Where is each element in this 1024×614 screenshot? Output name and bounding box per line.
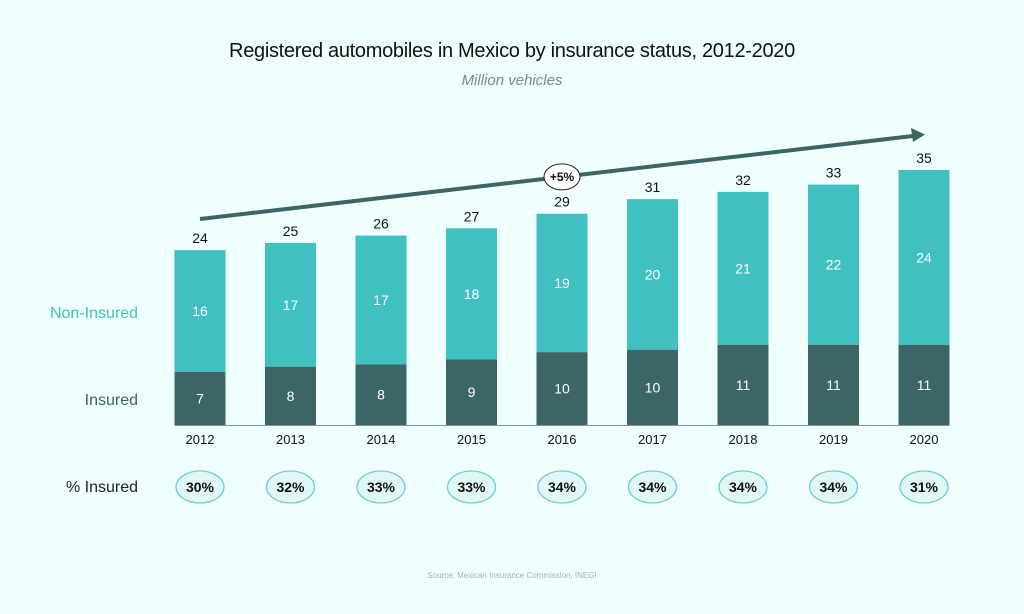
bar-insured-2015 bbox=[446, 359, 497, 425]
pct-label-2014: 33% bbox=[367, 479, 396, 495]
pct-ellipse-2020 bbox=[899, 470, 949, 504]
label-insured-2014: 8 bbox=[377, 387, 385, 403]
label-non-insured-2014: 17 bbox=[373, 292, 389, 308]
x-tick-2019: 2019 bbox=[819, 432, 848, 447]
x-tick-2014: 2014 bbox=[367, 432, 396, 447]
label-insured-2013: 8 bbox=[287, 388, 295, 404]
pct-label-2016: 34% bbox=[548, 479, 577, 495]
x-tick-2017: 2017 bbox=[638, 432, 667, 447]
trend-arrowhead-icon bbox=[911, 128, 925, 142]
pct-ellipse-2014 bbox=[356, 470, 406, 504]
label-non-insured-2018: 21 bbox=[735, 260, 751, 276]
bar-insured-2019 bbox=[808, 344, 859, 425]
pct-label-2020: 31% bbox=[910, 479, 939, 495]
x-tick-2013: 2013 bbox=[276, 432, 305, 447]
label-insured-2016: 10 bbox=[554, 381, 570, 397]
pct-label-2012: 30% bbox=[186, 479, 215, 495]
pct-ellipse-2013 bbox=[265, 470, 316, 504]
pct-insured-label: % Insured bbox=[66, 479, 138, 496]
source-note: Source: Mexican Insurance Commission, IN… bbox=[427, 571, 596, 580]
bar-insured-2018 bbox=[717, 344, 769, 425]
label-non-insured-2017: 20 bbox=[645, 266, 661, 282]
pct-label-2013: 32% bbox=[276, 479, 305, 495]
bar-insured-2016 bbox=[536, 352, 588, 425]
bar-insured-2014 bbox=[355, 364, 407, 425]
label-insured-2018: 11 bbox=[736, 377, 751, 393]
label-total-2019: 33 bbox=[826, 165, 842, 181]
pct-ellipse-2019 bbox=[808, 470, 859, 504]
pct-ellipse-2012 bbox=[175, 470, 225, 504]
label-non-insured-2015: 18 bbox=[464, 286, 480, 302]
label-total-2017: 31 bbox=[645, 179, 661, 195]
pct-ellipse-2017 bbox=[627, 470, 678, 504]
x-tick-2016: 2016 bbox=[548, 432, 577, 447]
label-total-2014: 26 bbox=[373, 216, 389, 232]
label-total-2018: 32 bbox=[735, 172, 751, 188]
bar-non-insured-2019 bbox=[808, 184, 859, 345]
label-non-insured-2020: 24 bbox=[916, 249, 932, 265]
x-tick-2012: 2012 bbox=[186, 432, 215, 447]
chart-title: Registered automobiles in Mexico by insu… bbox=[229, 40, 795, 62]
label-insured-2015: 9 bbox=[468, 384, 476, 400]
pct-ellipse-2018 bbox=[718, 470, 768, 504]
trend-arrow: +5% bbox=[199, 128, 925, 221]
bar-non-insured-2016 bbox=[536, 213, 588, 353]
label-non-insured-2013: 17 bbox=[283, 297, 299, 313]
pct-label-2015: 33% bbox=[457, 479, 486, 495]
chart-subtitle: Million vehicles bbox=[462, 72, 563, 89]
label-insured-2019: 11 bbox=[826, 377, 841, 393]
legend-non-insured: Non-Insured bbox=[50, 305, 138, 322]
bar-non-insured-2013 bbox=[265, 242, 316, 367]
pct-label-2017: 34% bbox=[638, 479, 667, 495]
bar-non-insured-2014 bbox=[355, 235, 407, 365]
label-insured-2017: 10 bbox=[645, 379, 661, 395]
label-total-2016: 29 bbox=[554, 194, 570, 210]
label-total-2015: 27 bbox=[464, 208, 480, 224]
label-total-2020: 35 bbox=[916, 150, 932, 166]
bar-non-insured-2017 bbox=[627, 199, 678, 350]
label-non-insured-2019: 22 bbox=[826, 257, 842, 273]
bar-non-insured-2018 bbox=[717, 191, 769, 345]
cagr-badge bbox=[543, 163, 581, 191]
cagr-label: +5% bbox=[550, 170, 575, 184]
pct-label-2019: 34% bbox=[819, 479, 848, 495]
pct-ellipse-2016 bbox=[537, 470, 587, 504]
bars-group: 16 7 24 2012 17 8 25 2013 17 8 26 2014 18 9 27 2015 19 10… bbox=[174, 150, 950, 447]
bar-insured-2020 bbox=[898, 344, 950, 425]
label-non-insured-2012: 16 bbox=[192, 303, 208, 319]
bar-non-insured-2020 bbox=[898, 170, 950, 345]
legend-insured: Insured bbox=[85, 392, 138, 409]
bar-insured-2013 bbox=[265, 366, 316, 425]
label-total-2012: 24 bbox=[192, 230, 208, 246]
bar-insured-2012 bbox=[174, 371, 226, 425]
label-insured-2012: 7 bbox=[196, 390, 204, 406]
bar-insured-2017 bbox=[627, 349, 678, 425]
x-tick-2018: 2018 bbox=[729, 432, 758, 447]
label-total-2013: 25 bbox=[283, 223, 299, 239]
bar-non-insured-2015 bbox=[446, 228, 497, 360]
x-tick-2015: 2015 bbox=[457, 432, 486, 447]
pct-insured-row: 30% 32% 33% 33% 34% 34% 34% 34% 31% bbox=[175, 470, 949, 504]
x-tick-2020: 2020 bbox=[910, 432, 939, 447]
bar-non-insured-2012 bbox=[174, 250, 226, 372]
pct-label-2018: 34% bbox=[729, 479, 758, 495]
pct-ellipse-2015 bbox=[446, 470, 497, 504]
label-insured-2020: 11 bbox=[917, 377, 932, 393]
label-non-insured-2016: 19 bbox=[554, 275, 570, 291]
